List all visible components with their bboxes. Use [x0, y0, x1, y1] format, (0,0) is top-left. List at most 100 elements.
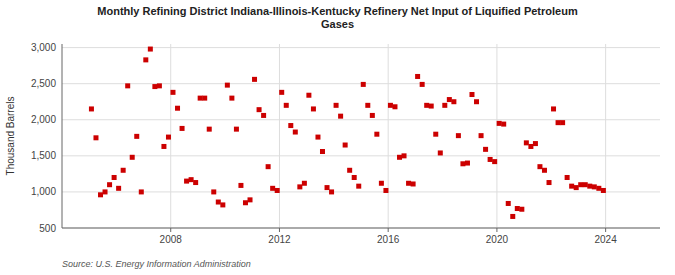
point	[148, 47, 153, 52]
point	[220, 202, 225, 207]
point	[596, 186, 601, 191]
point	[547, 180, 552, 185]
point	[293, 130, 298, 135]
y-tick-label: 500	[39, 223, 56, 234]
point	[161, 144, 166, 149]
point	[325, 185, 330, 190]
point	[311, 106, 316, 111]
point	[451, 99, 456, 104]
point	[257, 107, 262, 112]
x-axis-line	[62, 228, 660, 229]
point	[125, 83, 130, 88]
y-tick-label: 2,000	[31, 114, 56, 125]
point	[370, 113, 375, 118]
point	[542, 168, 547, 173]
point	[279, 90, 284, 95]
point	[488, 157, 493, 162]
point	[261, 113, 266, 118]
point	[157, 83, 162, 88]
point	[352, 175, 357, 180]
point	[180, 126, 185, 131]
point	[306, 93, 311, 98]
point	[284, 103, 289, 108]
point	[270, 186, 275, 191]
point	[374, 132, 379, 137]
point	[456, 133, 461, 138]
point	[483, 147, 488, 152]
x-tick	[279, 228, 280, 232]
point	[583, 182, 588, 187]
x-tick	[170, 228, 171, 232]
point	[402, 153, 407, 158]
point	[207, 127, 212, 132]
point	[479, 133, 484, 138]
point	[429, 104, 434, 109]
x-tick	[496, 228, 497, 232]
chart: Monthly Refining District Indiana-Illino…	[0, 0, 675, 275]
point	[139, 189, 144, 194]
point	[492, 159, 497, 164]
point	[243, 200, 248, 205]
point	[411, 181, 416, 186]
y-grid-line	[62, 119, 660, 120]
x-tick-label: 2016	[377, 234, 400, 245]
point	[587, 184, 592, 189]
point	[93, 135, 98, 140]
x-tick-label: 2012	[268, 234, 291, 245]
point	[98, 192, 103, 197]
point	[116, 186, 121, 191]
point	[130, 155, 135, 160]
point	[424, 103, 429, 108]
point	[460, 161, 465, 166]
point	[338, 114, 343, 119]
point	[297, 184, 302, 189]
point	[229, 96, 234, 101]
point	[275, 188, 280, 193]
point	[524, 140, 529, 145]
point	[506, 201, 511, 206]
x-grid-line	[388, 44, 389, 228]
x-grid-line	[605, 44, 606, 228]
point	[266, 164, 271, 169]
point	[406, 181, 411, 186]
x-tick-label: 2008	[160, 234, 183, 245]
point	[465, 161, 470, 166]
point	[556, 120, 561, 125]
point	[356, 184, 361, 189]
point	[238, 183, 243, 188]
point	[248, 197, 253, 202]
point	[107, 182, 112, 187]
points	[89, 47, 606, 219]
x-tick	[605, 228, 606, 232]
point	[519, 207, 524, 212]
y-tick-label: 2,500	[31, 78, 56, 89]
point	[202, 96, 207, 101]
point	[121, 168, 126, 173]
title: Monthly Refining District Indiana-Illino…	[97, 5, 578, 30]
point	[365, 103, 370, 108]
point	[216, 200, 221, 205]
point	[89, 106, 94, 111]
point	[189, 177, 194, 182]
x-grid-line	[496, 44, 497, 228]
point	[334, 103, 339, 108]
point	[442, 103, 447, 108]
x-tick-label: 2024	[595, 234, 618, 245]
point	[320, 149, 325, 154]
point	[103, 189, 108, 194]
point	[288, 123, 293, 128]
point	[383, 188, 388, 193]
point	[166, 135, 171, 140]
point	[170, 90, 175, 95]
point	[152, 84, 157, 89]
annotation: Source: U.S. Energy Information Administ…	[62, 259, 251, 269]
point	[415, 74, 420, 79]
point	[198, 96, 203, 101]
point	[134, 134, 139, 139]
point	[388, 103, 393, 108]
grid	[62, 44, 660, 228]
point	[515, 206, 520, 211]
point	[578, 182, 583, 187]
point	[184, 179, 189, 184]
point	[438, 150, 443, 155]
